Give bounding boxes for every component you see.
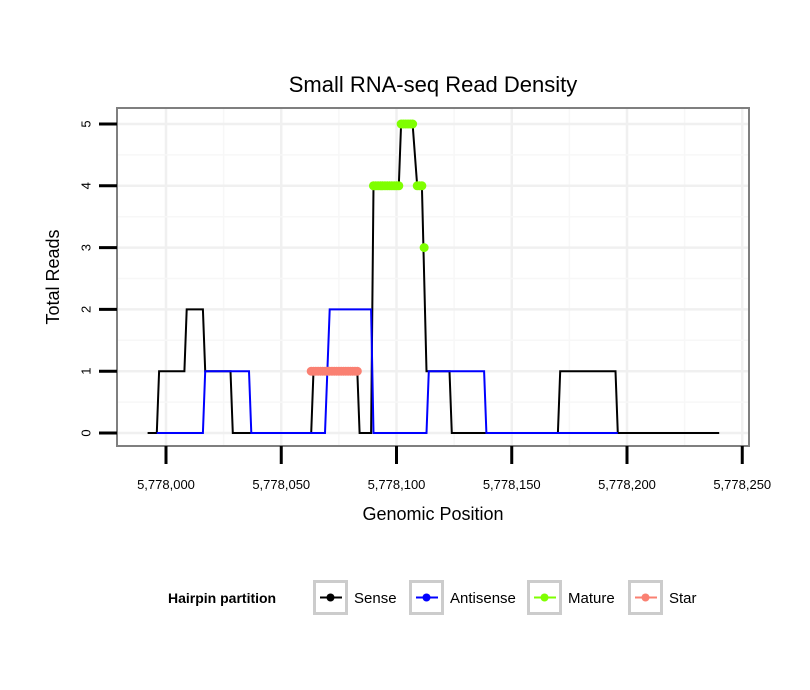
y-tick-label: 5: [78, 120, 93, 127]
data-point-mature: [419, 243, 429, 253]
y-tick-label: 2: [78, 306, 93, 313]
legend-key-point: [641, 593, 650, 602]
legend: Hairpin partition Sense Antisense Mature St…: [168, 580, 697, 615]
chart-title: Small RNA-seq Read Density: [289, 72, 578, 97]
series-mature: [368, 119, 429, 253]
plot-panel-border: [116, 107, 750, 447]
legend-label: Mature: [568, 590, 615, 607]
legend-label: Antisense: [450, 590, 516, 607]
legend-label: Sense: [354, 590, 397, 607]
series-line-antisense: [156, 308, 618, 434]
data-point-mature: [394, 181, 404, 191]
data-point-mature: [408, 119, 418, 129]
legend-label: Star: [669, 590, 697, 607]
x-tick-label: 5,778,150: [483, 477, 541, 492]
legend-item-star: Star: [628, 580, 697, 615]
series-star: [306, 366, 362, 376]
x-axis-title: Genomic Position: [362, 504, 503, 524]
legend-item-antisense: Antisense: [409, 580, 516, 615]
legend-item-sense: Sense: [313, 580, 397, 615]
axes: 0 1 2 3 4 5 5,778,000 5,778,050 5,778,100 5,778,1…: [78, 120, 771, 492]
x-tick-label: 5,778,050: [252, 477, 310, 492]
legend-title: Hairpin partition: [168, 590, 276, 606]
y-tick-label: 1: [78, 368, 93, 375]
series-layer: [147, 119, 720, 434]
data-point-star: [352, 366, 362, 376]
x-tick-label: 5,778,200: [598, 477, 656, 492]
y-tick-label: 0: [78, 429, 93, 436]
y-axis-title: Total Reads: [43, 229, 63, 324]
x-tick-label: 5,778,000: [137, 477, 195, 492]
data-point-mature: [417, 181, 427, 191]
y-tick-label: 3: [78, 244, 93, 251]
legend-key-point: [422, 593, 431, 602]
legend-key-point: [540, 593, 549, 602]
legend-items: Sense Antisense Mature Star: [313, 580, 697, 615]
x-tick-label: 5,778,250: [713, 477, 771, 492]
y-tick-label: 4: [78, 182, 93, 189]
x-tick-label: 5,778,100: [368, 477, 426, 492]
series-antisense: [156, 308, 618, 434]
legend-item-mature: Mature: [527, 580, 615, 615]
legend-key-point: [326, 593, 335, 602]
